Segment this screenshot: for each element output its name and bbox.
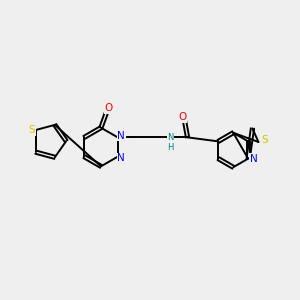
Text: N: N bbox=[117, 153, 125, 163]
Text: N
H: N H bbox=[167, 133, 174, 152]
Text: O: O bbox=[178, 112, 186, 122]
Text: N: N bbox=[117, 131, 125, 141]
Text: N: N bbox=[250, 154, 257, 164]
Text: S: S bbox=[261, 136, 268, 146]
Text: S: S bbox=[29, 125, 35, 135]
Text: O: O bbox=[104, 103, 112, 113]
